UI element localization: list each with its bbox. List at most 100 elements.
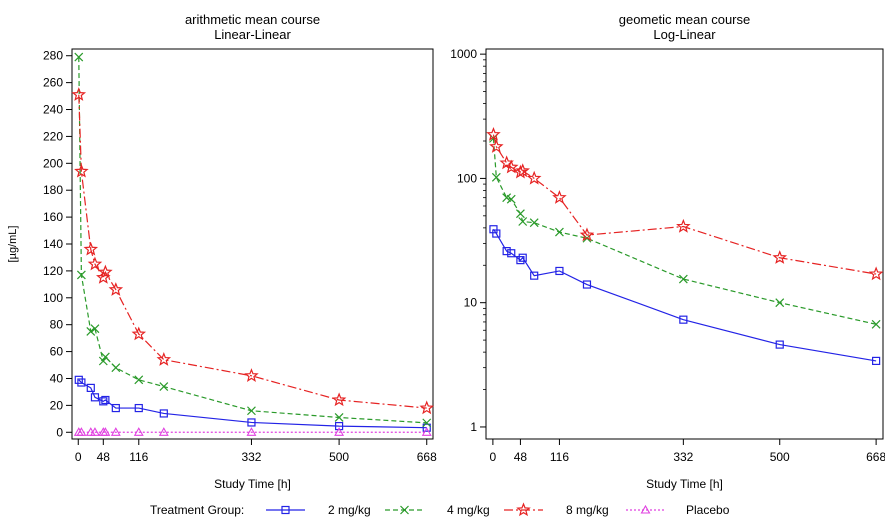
chart-title: geometic mean course	[619, 12, 751, 27]
series-line	[78, 57, 427, 424]
x-tick-label: 48	[97, 450, 111, 464]
series-8-mg-kg	[71, 87, 435, 415]
square-marker	[90, 393, 100, 402]
triangle-marker	[334, 427, 345, 436]
star-marker	[515, 163, 530, 178]
triangle-marker	[100, 427, 111, 436]
x-marker	[86, 326, 96, 336]
series-8-mg-kg	[486, 127, 884, 281]
x-axis-label: Study Time [h]	[646, 477, 723, 491]
x-tick-label: 668	[417, 450, 437, 464]
square-marker	[516, 256, 525, 265]
square-marker	[507, 249, 516, 258]
y-tick-label: 140	[43, 237, 63, 251]
y-tick-label: 220	[43, 129, 63, 143]
legend-label: 2 mg/kg	[328, 503, 371, 517]
chart-title: arithmetic mean course	[185, 12, 320, 27]
star-marker	[83, 241, 99, 256]
triangle-marker	[110, 427, 121, 436]
star-marker	[74, 163, 89, 178]
x-marker	[515, 209, 525, 219]
triangle-marker	[421, 427, 432, 436]
series-4-mg-kg	[74, 52, 432, 428]
x-tick-label: 116	[550, 450, 569, 464]
star-marker	[87, 256, 103, 271]
square-marker	[555, 266, 564, 276]
y-tick-label: 160	[43, 210, 63, 224]
x-marker	[555, 227, 564, 237]
x-tick-label: 332	[673, 450, 693, 464]
star-marker	[772, 250, 788, 264]
square-marker	[422, 423, 431, 432]
triangle-marker	[158, 427, 169, 436]
x-marker	[775, 298, 785, 308]
legend-title: Treatment Group:	[150, 503, 244, 517]
star-marker	[131, 326, 147, 341]
legend-label: Placebo	[686, 503, 730, 517]
square-marker	[281, 505, 290, 515]
star-marker	[108, 282, 124, 296]
x-marker	[400, 505, 409, 515]
square-marker	[334, 421, 344, 431]
series-4-mg-kg	[489, 133, 881, 329]
series-2-mg-kg	[74, 375, 431, 432]
square-marker	[530, 271, 539, 280]
square-marker	[679, 315, 688, 324]
star-marker	[489, 139, 504, 153]
legend-label: 4 mg/kg	[447, 503, 490, 517]
legend-item: 4 mg/kg	[385, 503, 490, 517]
x-marker	[529, 218, 539, 228]
y-tick-label: 10	[464, 296, 478, 310]
x-tick-label: 500	[329, 450, 349, 464]
series-line	[78, 94, 427, 409]
square-marker	[159, 409, 168, 418]
x-marker	[74, 52, 84, 62]
legend-item: Placebo	[626, 503, 730, 517]
series-line	[492, 134, 877, 275]
y-tick-label: 100	[457, 171, 477, 185]
x-marker	[76, 270, 86, 280]
triangle-marker	[133, 427, 144, 436]
legend-item: 2 mg/kg	[266, 503, 371, 517]
chart-subtitle: Linear-Linear	[214, 27, 291, 42]
square-marker	[872, 356, 881, 366]
x-marker	[159, 382, 169, 391]
x-marker	[678, 274, 688, 284]
x-marker	[506, 194, 516, 204]
x-tick-label: 0	[490, 450, 497, 464]
plot-frame	[71, 48, 434, 440]
plot-frame	[485, 48, 884, 440]
x-marker	[422, 418, 432, 428]
x-axis-label: Study Time [h]	[214, 477, 291, 491]
star-marker	[552, 190, 567, 204]
square-marker	[489, 225, 498, 234]
y-tick-label: 60	[50, 345, 64, 359]
square-marker	[492, 229, 501, 238]
x-tick-label: 668	[866, 450, 885, 464]
square-marker	[99, 397, 108, 406]
star-marker	[579, 227, 595, 242]
x-marker	[871, 319, 881, 329]
x-tick-label: 0	[75, 450, 82, 464]
triangle-marker	[246, 427, 257, 436]
star-marker	[486, 127, 501, 141]
y-tick-label: 20	[50, 398, 64, 412]
star-marker	[331, 392, 347, 407]
star-marker	[71, 87, 87, 101]
series-line	[492, 228, 877, 362]
square-marker	[247, 418, 256, 427]
square-marker	[111, 403, 120, 413]
y-tick-label: 120	[43, 264, 63, 278]
series-placebo	[73, 427, 432, 436]
x-tick-label: 500	[770, 450, 790, 464]
square-marker	[518, 253, 527, 262]
y-tick-label: 1	[470, 420, 477, 434]
star-marker	[98, 264, 113, 279]
star-marker	[868, 266, 884, 281]
y-tick-label: 200	[43, 156, 63, 170]
square-marker	[74, 375, 83, 384]
x-marker	[90, 324, 100, 334]
